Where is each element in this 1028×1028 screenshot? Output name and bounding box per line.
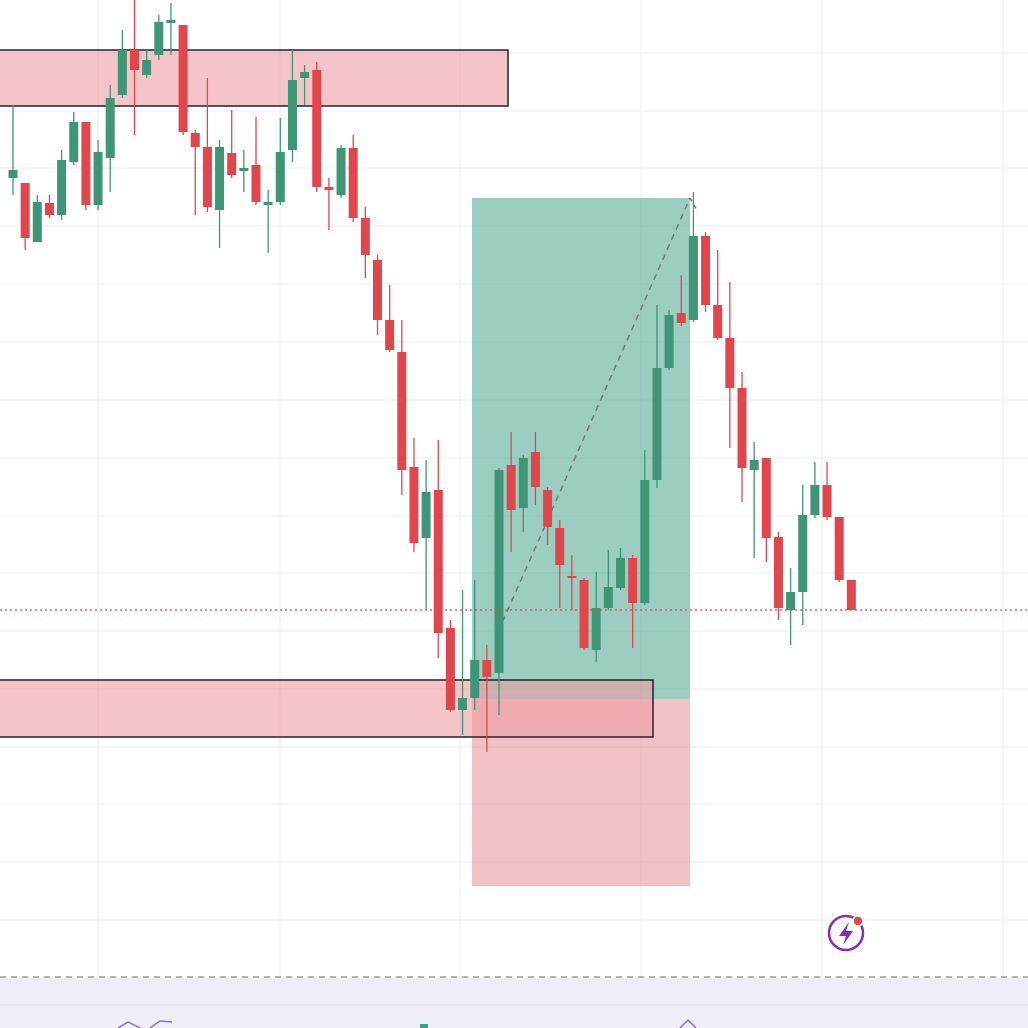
candle-body	[543, 490, 553, 527]
candle-body	[263, 202, 273, 205]
candle-body	[628, 558, 638, 603]
candle-body	[470, 660, 480, 698]
candle-body	[57, 160, 67, 215]
candle-body	[93, 152, 103, 205]
candle-body	[202, 147, 212, 207]
candle-body	[324, 187, 334, 190]
candle-body	[44, 203, 54, 215]
candle-body	[834, 517, 844, 580]
candle-body	[421, 492, 431, 538]
candle-body	[409, 467, 419, 543]
candle-body	[20, 183, 30, 238]
candle-body	[555, 528, 565, 565]
candle-body	[530, 452, 540, 487]
candle-body	[518, 458, 528, 508]
candle-body	[8, 170, 18, 178]
candle-body	[433, 490, 443, 633]
trend-line	[497, 197, 691, 633]
candle-body	[603, 587, 613, 608]
candle-body	[640, 480, 650, 603]
alert-icon-badge	[852, 915, 864, 927]
indicator-line	[679, 1018, 697, 1028]
candle-body	[688, 236, 698, 320]
candle-body	[117, 50, 127, 95]
candle-body	[616, 558, 625, 588]
candle-body	[373, 260, 382, 320]
candle-body	[458, 698, 468, 710]
candle-body	[846, 580, 856, 610]
candle-body	[227, 153, 237, 175]
candle-body	[786, 592, 796, 610]
candle-body	[506, 465, 516, 510]
resistance-zone[interactable]	[0, 49, 509, 107]
candle-body	[822, 485, 832, 517]
candle-body	[142, 60, 152, 75]
candle-body	[360, 218, 370, 255]
candle-body	[300, 72, 310, 78]
candle-body	[348, 148, 358, 218]
support-zone[interactable]	[0, 679, 654, 738]
candle-body	[445, 628, 455, 710]
candle-body	[737, 388, 747, 468]
bottom-panel	[0, 978, 1028, 1028]
candle-body	[701, 236, 711, 305]
candle-body	[567, 576, 577, 578]
candle-body	[397, 352, 407, 470]
candle-body	[664, 315, 674, 368]
candle-body	[385, 320, 395, 350]
candle-body	[215, 147, 225, 210]
candle-body	[579, 580, 589, 648]
candle-body	[178, 25, 188, 132]
alert-icon[interactable]	[827, 914, 865, 952]
candle-body	[81, 122, 91, 205]
candle-body	[166, 20, 176, 23]
candle-body	[725, 338, 735, 388]
candle-body	[32, 202, 42, 242]
candle-body	[810, 485, 820, 515]
candle-body	[239, 168, 249, 171]
candle-body	[652, 368, 662, 480]
indicator-line	[117, 1020, 173, 1028]
candle-body	[336, 148, 346, 195]
indicator-mark	[420, 1024, 428, 1028]
candle-body	[713, 305, 723, 338]
candle-body	[591, 608, 601, 650]
candle-body	[154, 22, 164, 55]
candle-body	[494, 470, 504, 673]
candle-body	[798, 515, 808, 592]
candle-body	[676, 313, 686, 323]
candle-body	[761, 458, 771, 538]
candle-body	[130, 50, 139, 70]
candle-body	[749, 460, 759, 470]
candle-body	[275, 152, 285, 202]
candle-body	[287, 80, 297, 150]
candle-body	[482, 660, 492, 677]
candle-body	[190, 133, 200, 147]
candle-body	[105, 98, 115, 158]
candle-body	[773, 537, 783, 608]
candle-body	[312, 70, 322, 187]
candles	[8, 0, 856, 752]
candle-body	[69, 122, 79, 162]
candle-body	[251, 165, 261, 202]
alert-icon-bolt	[839, 922, 853, 945]
